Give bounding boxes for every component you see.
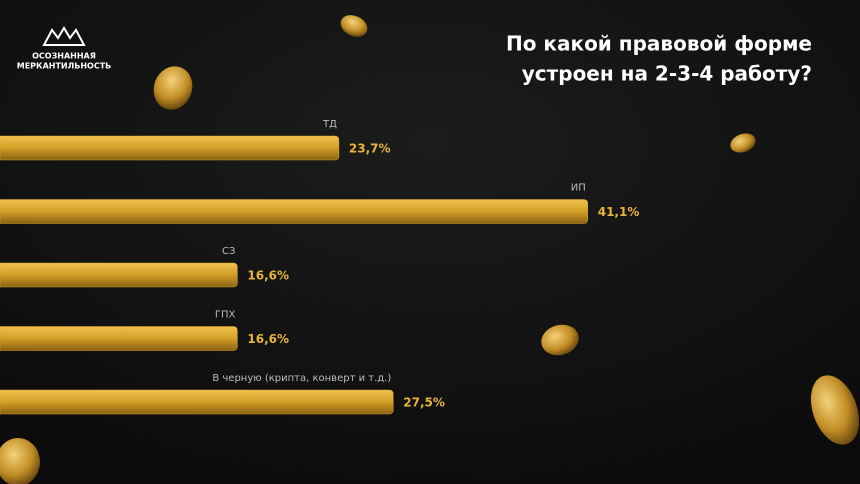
category-label: ТД bbox=[322, 119, 337, 130]
bar bbox=[0, 199, 588, 224]
category-label: СЗ bbox=[222, 246, 235, 257]
logo: ОСОЗНАННАЯ МЕРКАНТИЛЬНОСТЬ bbox=[17, 26, 112, 71]
coin bbox=[0, 438, 40, 484]
bar bbox=[0, 135, 340, 161]
value-label: 23,7% bbox=[349, 142, 391, 156]
bar bbox=[0, 326, 238, 351]
value-label: 16,6% bbox=[247, 269, 289, 283]
bar bbox=[0, 389, 394, 415]
value-label: 41,1% bbox=[598, 205, 640, 219]
value-label: 16,6% bbox=[247, 332, 289, 346]
brand-line: ОСОЗНАННАЯ bbox=[32, 52, 96, 61]
coin bbox=[730, 133, 756, 153]
coins bbox=[0, 15, 860, 484]
logo-icon bbox=[42, 26, 86, 46]
coin bbox=[541, 324, 579, 356]
value-label: 27,5% bbox=[403, 396, 445, 410]
category-label: ИП bbox=[571, 183, 586, 194]
chart-title: устроен на 2-3-4 работу? bbox=[522, 62, 812, 86]
coin bbox=[340, 15, 368, 37]
coin bbox=[810, 375, 860, 445]
brand-line: МЕРКАНТИЛЬНОСТЬ bbox=[17, 62, 112, 71]
bar bbox=[0, 262, 238, 288]
category-label: В черную (крипта, конверт и т.д.) bbox=[212, 373, 391, 384]
coin bbox=[153, 66, 193, 110]
category-label: ГПХ bbox=[215, 310, 236, 321]
chart-title: По какой правовой форме bbox=[506, 32, 812, 56]
